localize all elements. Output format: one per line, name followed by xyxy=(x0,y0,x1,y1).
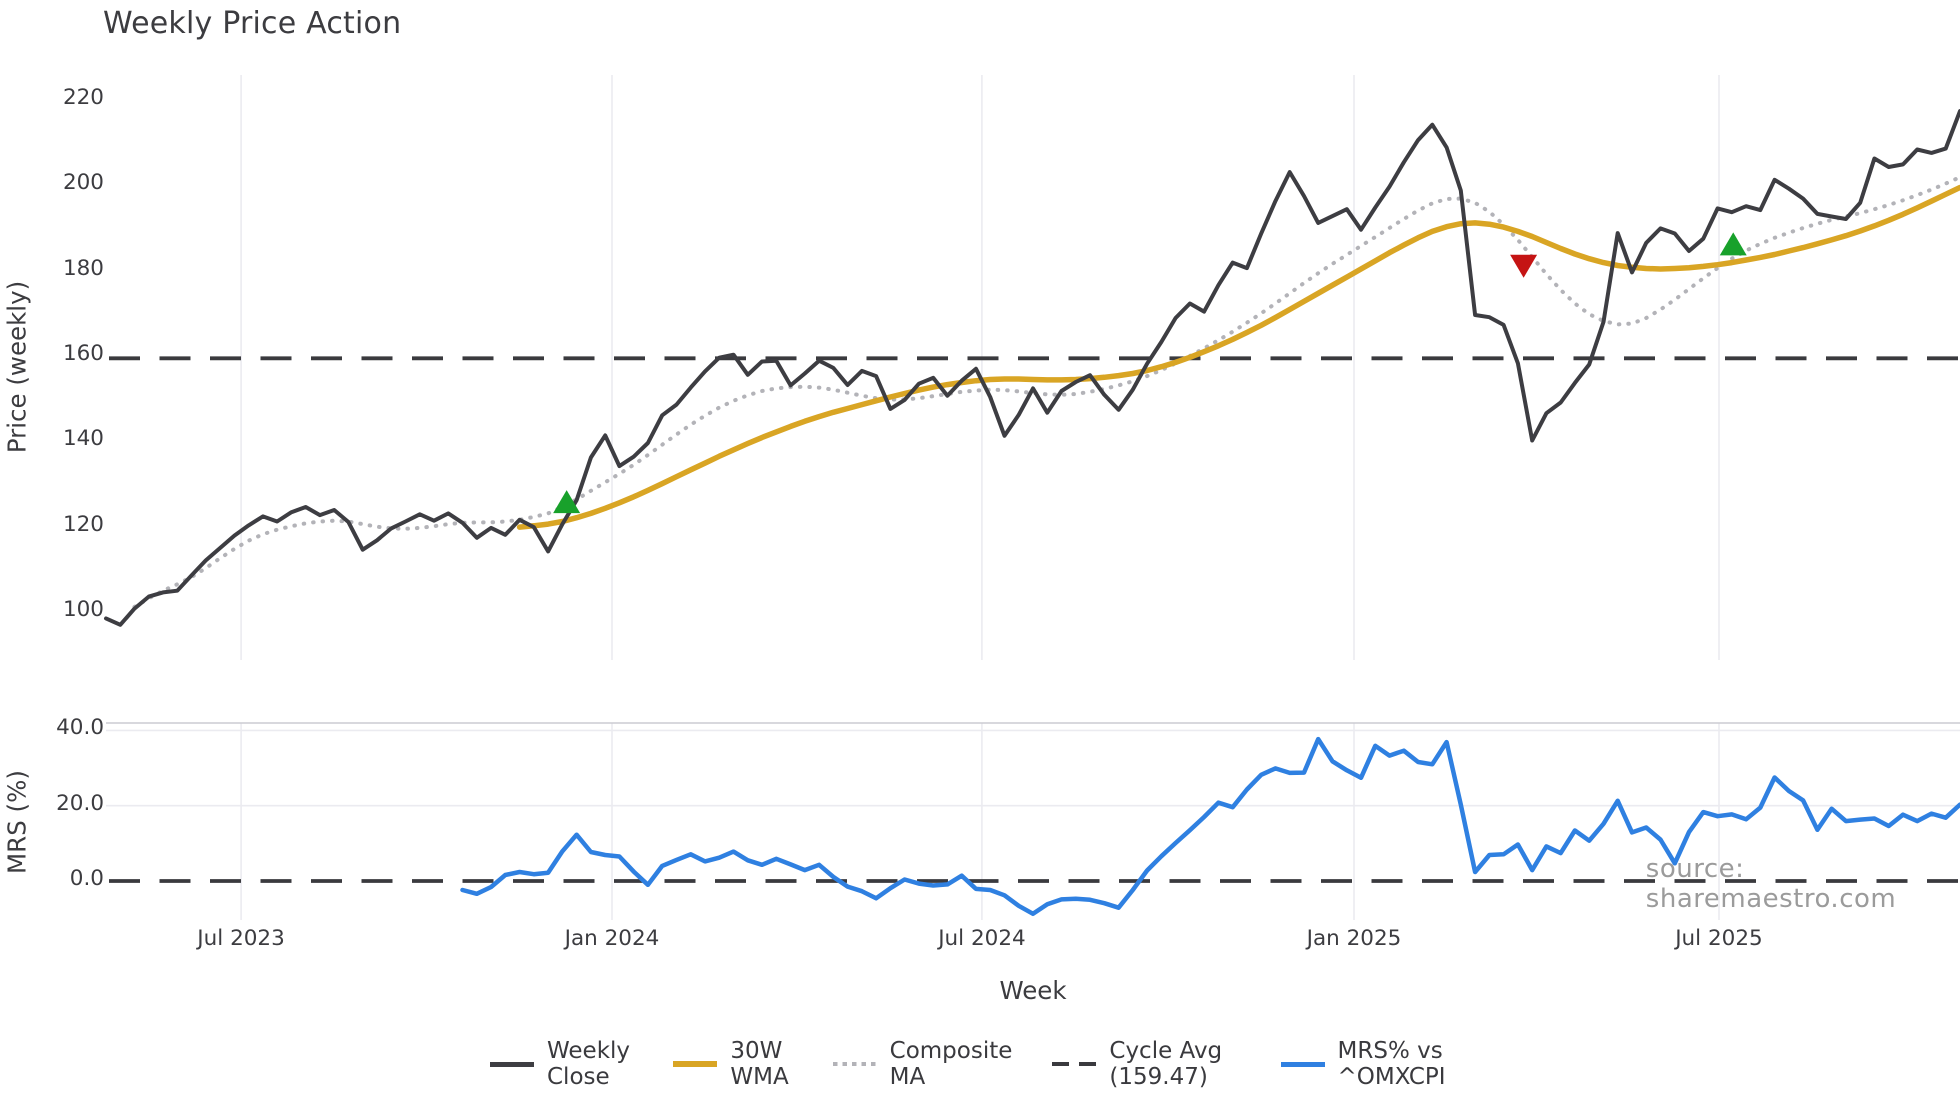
x-axis-label: Week xyxy=(999,976,1067,1005)
legend-label: MRS% vs ^OMXCPI xyxy=(1337,1038,1446,1090)
watermark-text: source: sharemaestro.com xyxy=(1645,854,1897,914)
legend-item-30w-wma: 30W WMA xyxy=(673,1038,792,1090)
x-tick-label: Jul 2025 xyxy=(1675,926,1763,951)
mrs-ytick-label: 20.0 xyxy=(56,790,104,816)
price-ytick-label: 100 xyxy=(62,597,104,622)
x-tick-label: Jul 2024 xyxy=(938,926,1026,951)
legend-item-cycle-avg: Cycle Avg (159.47) xyxy=(1052,1038,1240,1090)
legend-item-composite-ma: Composite MA xyxy=(832,1038,1013,1090)
x-tick-label: Jan 2025 xyxy=(1306,926,1402,951)
mrs-ytick-label: 0.0 xyxy=(69,866,104,891)
mrs-line xyxy=(460,736,1960,917)
price-ytick-label: 180 xyxy=(62,255,104,281)
wma-line-icon xyxy=(673,1061,718,1067)
legend-item-mrs: MRS% vs ^OMXCPI xyxy=(1280,1038,1471,1090)
price-ytick-label: 200 xyxy=(62,170,104,196)
legend-label: 30W WMA xyxy=(730,1038,789,1090)
wma-30w-line xyxy=(516,184,1960,530)
composite-ma-line xyxy=(132,175,1960,609)
mrs-ytick-label: 40.0 xyxy=(56,715,104,741)
cycle-avg-dashed-line-icon xyxy=(1052,1061,1097,1067)
legend-label: Composite MA xyxy=(889,1038,1013,1090)
x-tick-label: Jan 2024 xyxy=(564,926,660,951)
chart-legend: Weekly Close 30W WMA Composite MA Cycle … xyxy=(490,1038,1470,1090)
sell-signal-triangle-icon xyxy=(1510,254,1538,278)
composite-dotted-line-icon xyxy=(832,1061,877,1067)
chart-title: Weekly Price Action xyxy=(103,6,402,41)
buy-signal-triangle-icon xyxy=(553,490,581,514)
x-tick-label: Jul 2023 xyxy=(197,926,285,951)
weekly-close-line-icon xyxy=(490,1061,534,1067)
mrs-axis-label: MRS (%) xyxy=(2,770,32,874)
legend-label: Cycle Avg (159.47) xyxy=(1109,1038,1223,1090)
mrs-line-icon xyxy=(1280,1061,1325,1067)
price-ytick-label: 160 xyxy=(62,341,104,366)
price-ytick-label: 120 xyxy=(62,511,104,537)
legend-item-weekly-close: Weekly Close xyxy=(490,1038,633,1090)
legend-label: Weekly Close xyxy=(547,1038,631,1090)
price-ytick-label: 220 xyxy=(62,85,104,110)
price-ytick-label: 140 xyxy=(62,426,104,452)
weekly-close-line xyxy=(104,109,1960,627)
buy-signal-triangle-icon xyxy=(1719,232,1747,256)
